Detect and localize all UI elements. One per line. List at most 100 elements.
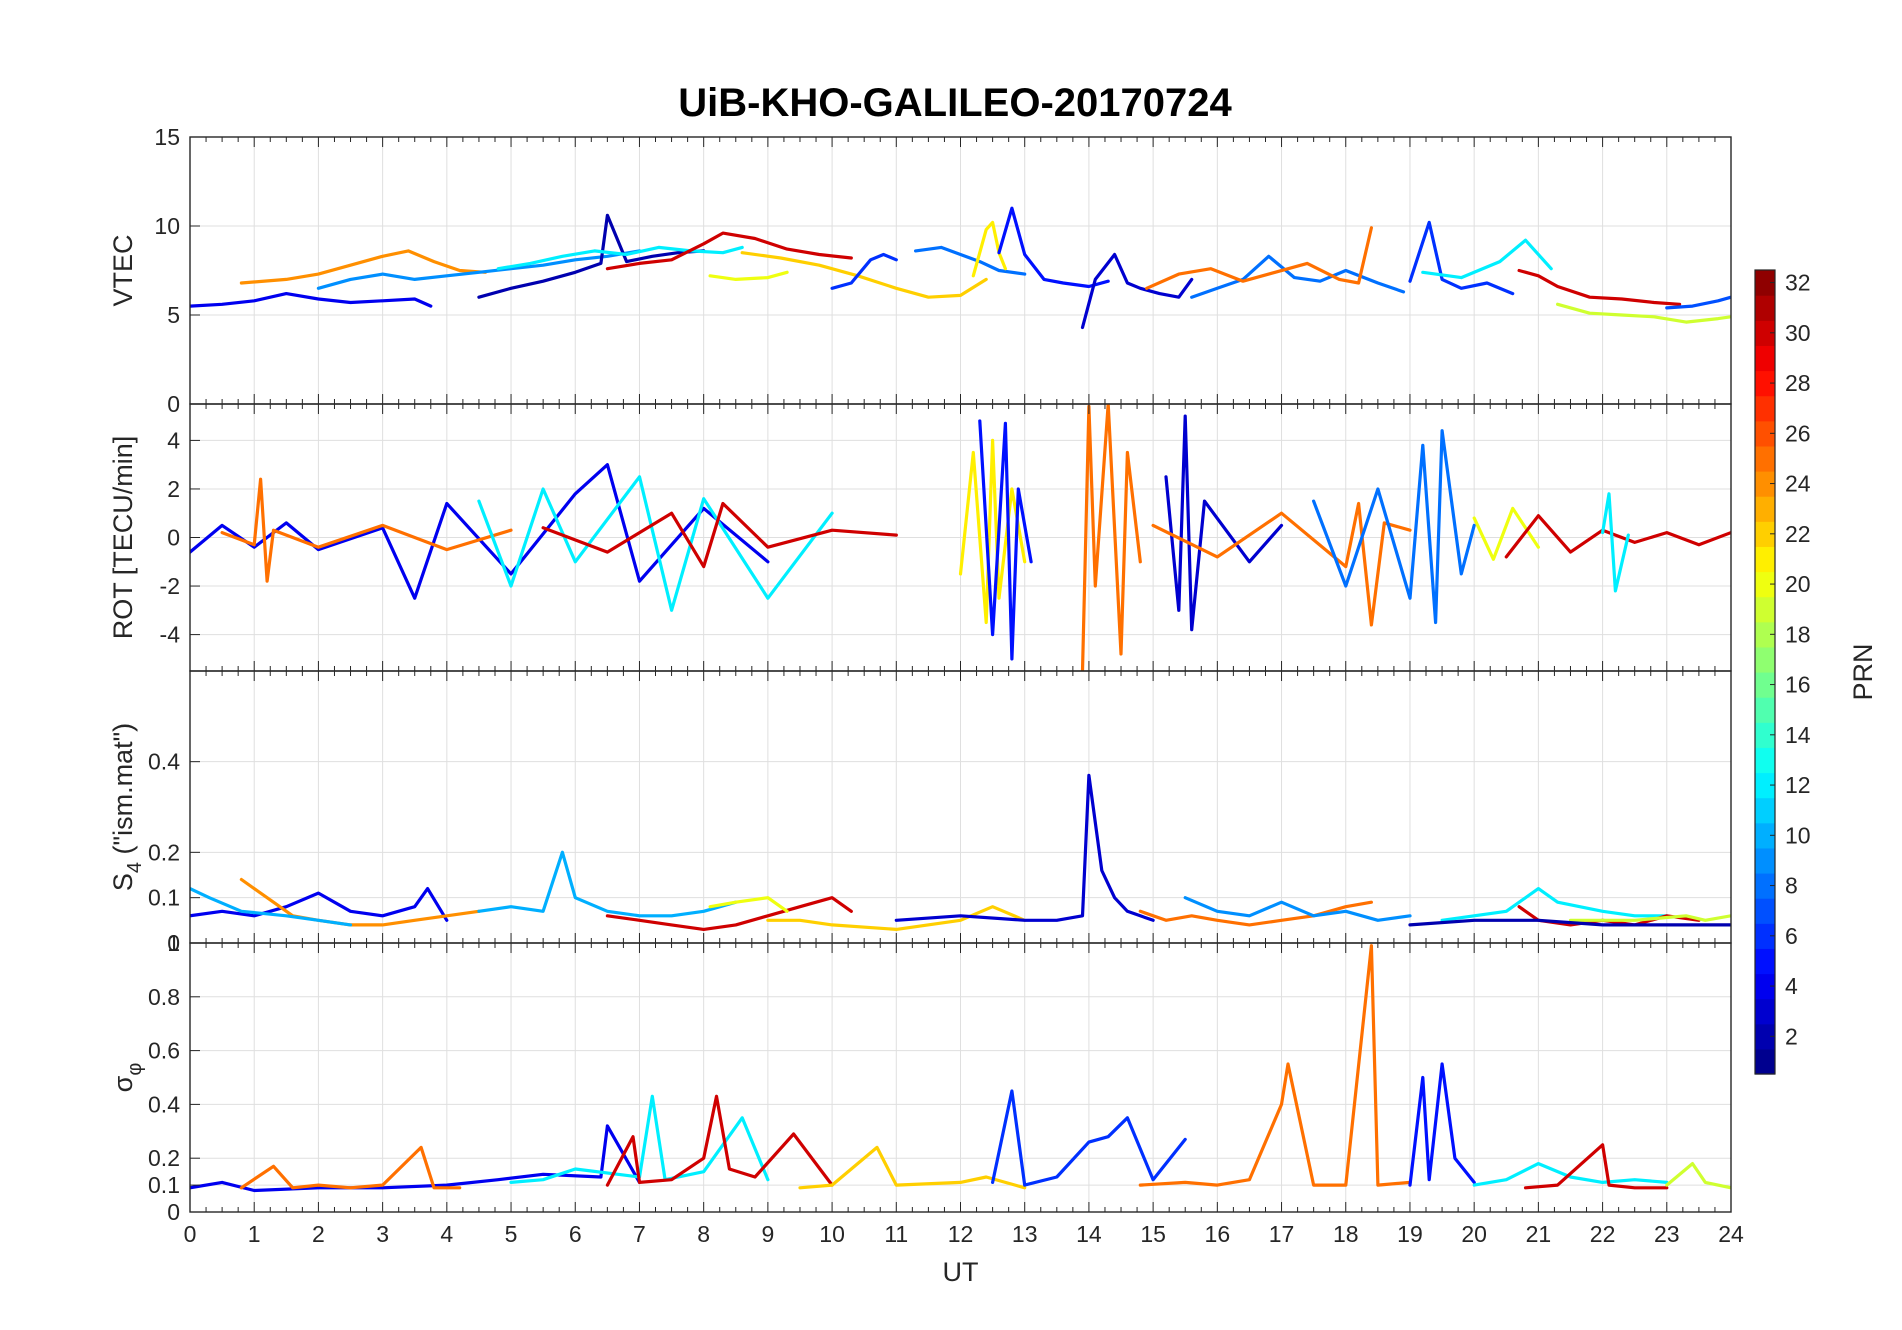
series-line <box>978 419 1033 661</box>
series-line <box>1408 220 1515 296</box>
colorbar-segment <box>1755 295 1775 321</box>
x-tick-label: 8 <box>697 1221 710 1247</box>
colorbar-segment <box>1755 973 1775 1000</box>
y-tick-label: 5 <box>167 302 180 328</box>
x-ticks <box>189 671 1732 943</box>
x-tick-label: 17 <box>1269 1221 1295 1247</box>
colorbar-segment <box>1755 646 1775 673</box>
colorbar-frame <box>1754 269 1776 1075</box>
series-line <box>798 1145 1027 1190</box>
series-line <box>1080 252 1194 330</box>
x-tick-label: 22 <box>1590 1221 1616 1247</box>
colorbar-tick-label: 8 <box>1785 873 1798 899</box>
colorbar-segment <box>1755 571 1775 598</box>
series-line <box>509 1094 770 1184</box>
series-line <box>1523 1143 1669 1190</box>
y-tick-label: 15 <box>154 124 180 150</box>
colorbar-segment <box>1755 596 1775 623</box>
colorbar-segment <box>1755 923 1775 949</box>
y-tick-label: -4 <box>160 622 181 648</box>
grid <box>189 404 1732 671</box>
series-line <box>971 220 1007 278</box>
x-tick-label: 12 <box>948 1221 974 1247</box>
x-tick-labels: 0 1 2 3 4 5 6 7 8 9 10 11 12 13 14 15 16 17 18 19 20 21 22 23 24 <box>184 1221 1744 1247</box>
colorbar-tick-label: 18 <box>1785 621 1811 647</box>
series-line <box>740 251 988 299</box>
series-line <box>239 249 487 285</box>
x-tick-label: 5 <box>505 1221 518 1247</box>
series-line <box>605 1094 834 1187</box>
panel-1: 0 5 10 15 VTEC <box>108 124 1732 417</box>
colorbar-segment <box>1755 948 1775 975</box>
series-line <box>220 477 513 583</box>
colorbar-segment <box>1755 270 1775 296</box>
series-line <box>477 475 834 612</box>
grid <box>189 671 1732 944</box>
colorbar-segment <box>1755 445 1775 472</box>
x-ticks <box>189 404 1732 671</box>
y-tick-label: 0.1 <box>148 1172 180 1198</box>
colorbar-tick-label: 10 <box>1785 822 1811 848</box>
x-tick-label: 24 <box>1718 1221 1744 1247</box>
colorbar-tick-label: 28 <box>1785 370 1811 396</box>
x-tick-label: 11 <box>884 1221 908 1247</box>
y-axis-label: VTEC <box>108 234 138 306</box>
traces <box>190 206 1731 330</box>
series-line <box>1164 414 1284 632</box>
colorbar-tick-label: 12 <box>1785 772 1811 798</box>
series-line <box>1601 492 1630 593</box>
series-line <box>830 252 898 290</box>
traces <box>190 404 1731 671</box>
series-line <box>190 463 770 600</box>
y-axis-label: σφ <box>108 1063 146 1093</box>
series-line <box>1517 268 1682 306</box>
x-tick-label: 18 <box>1333 1221 1359 1247</box>
y-tick-label: -2 <box>160 573 180 599</box>
y-tick-labels: 00.10.20.40.60.81 <box>148 930 200 1225</box>
series-line <box>1665 295 1731 310</box>
x-ticks <box>189 943 1732 1212</box>
colorbar-segment <box>1755 496 1775 522</box>
y-tick-labels: -4 -2 0 2 4 <box>160 427 200 648</box>
colorbar-tick-label: 2 <box>1785 1023 1798 1049</box>
colorbar-segment <box>1755 998 1775 1025</box>
series-line <box>1408 918 1731 927</box>
series-line <box>1568 914 1731 922</box>
series-line <box>239 1145 462 1190</box>
y-tick-label: 10 <box>154 213 180 239</box>
y-tick-label: 0.2 <box>148 839 180 865</box>
colorbar-tick-label: 14 <box>1785 722 1811 748</box>
y-tick-label: 0 <box>167 391 180 417</box>
x-tick-label: 2 <box>312 1221 325 1247</box>
series-line <box>708 270 789 281</box>
colorbar-tick-label: 6 <box>1785 923 1798 949</box>
colorbar-segment <box>1755 420 1775 447</box>
series-line <box>190 887 449 922</box>
colorbar-label: PRN <box>1848 643 1878 700</box>
colorbar-segment <box>1755 621 1775 648</box>
series-line <box>766 905 1027 931</box>
series-line <box>1408 1062 1476 1187</box>
series-line <box>496 245 744 271</box>
series-line <box>1504 514 1731 559</box>
colorbar-segment <box>1755 873 1775 899</box>
x-tick-label: 4 <box>440 1221 453 1247</box>
x-ticks <box>189 137 1732 404</box>
y-tick-label: 1 <box>167 930 180 956</box>
series-line <box>914 245 1027 276</box>
series-line <box>1556 302 1731 324</box>
panel-3: 0 0.1 0.2 0.4S4 ("ism.mat") <box>108 670 1732 956</box>
y-tick-label: 0.1 <box>148 885 180 911</box>
colorbar-segment <box>1755 1023 1775 1050</box>
colorbar-tick-label: 20 <box>1785 571 1811 597</box>
colorbar-segment <box>1755 672 1775 698</box>
series-line <box>605 231 853 271</box>
x-tick-label: 10 <box>819 1221 845 1247</box>
y-tick-label: 0.4 <box>148 1091 180 1117</box>
series-line <box>190 292 433 308</box>
series-line <box>708 896 789 913</box>
y-tick-labels: 0 0.1 0.2 0.4 <box>148 749 200 956</box>
